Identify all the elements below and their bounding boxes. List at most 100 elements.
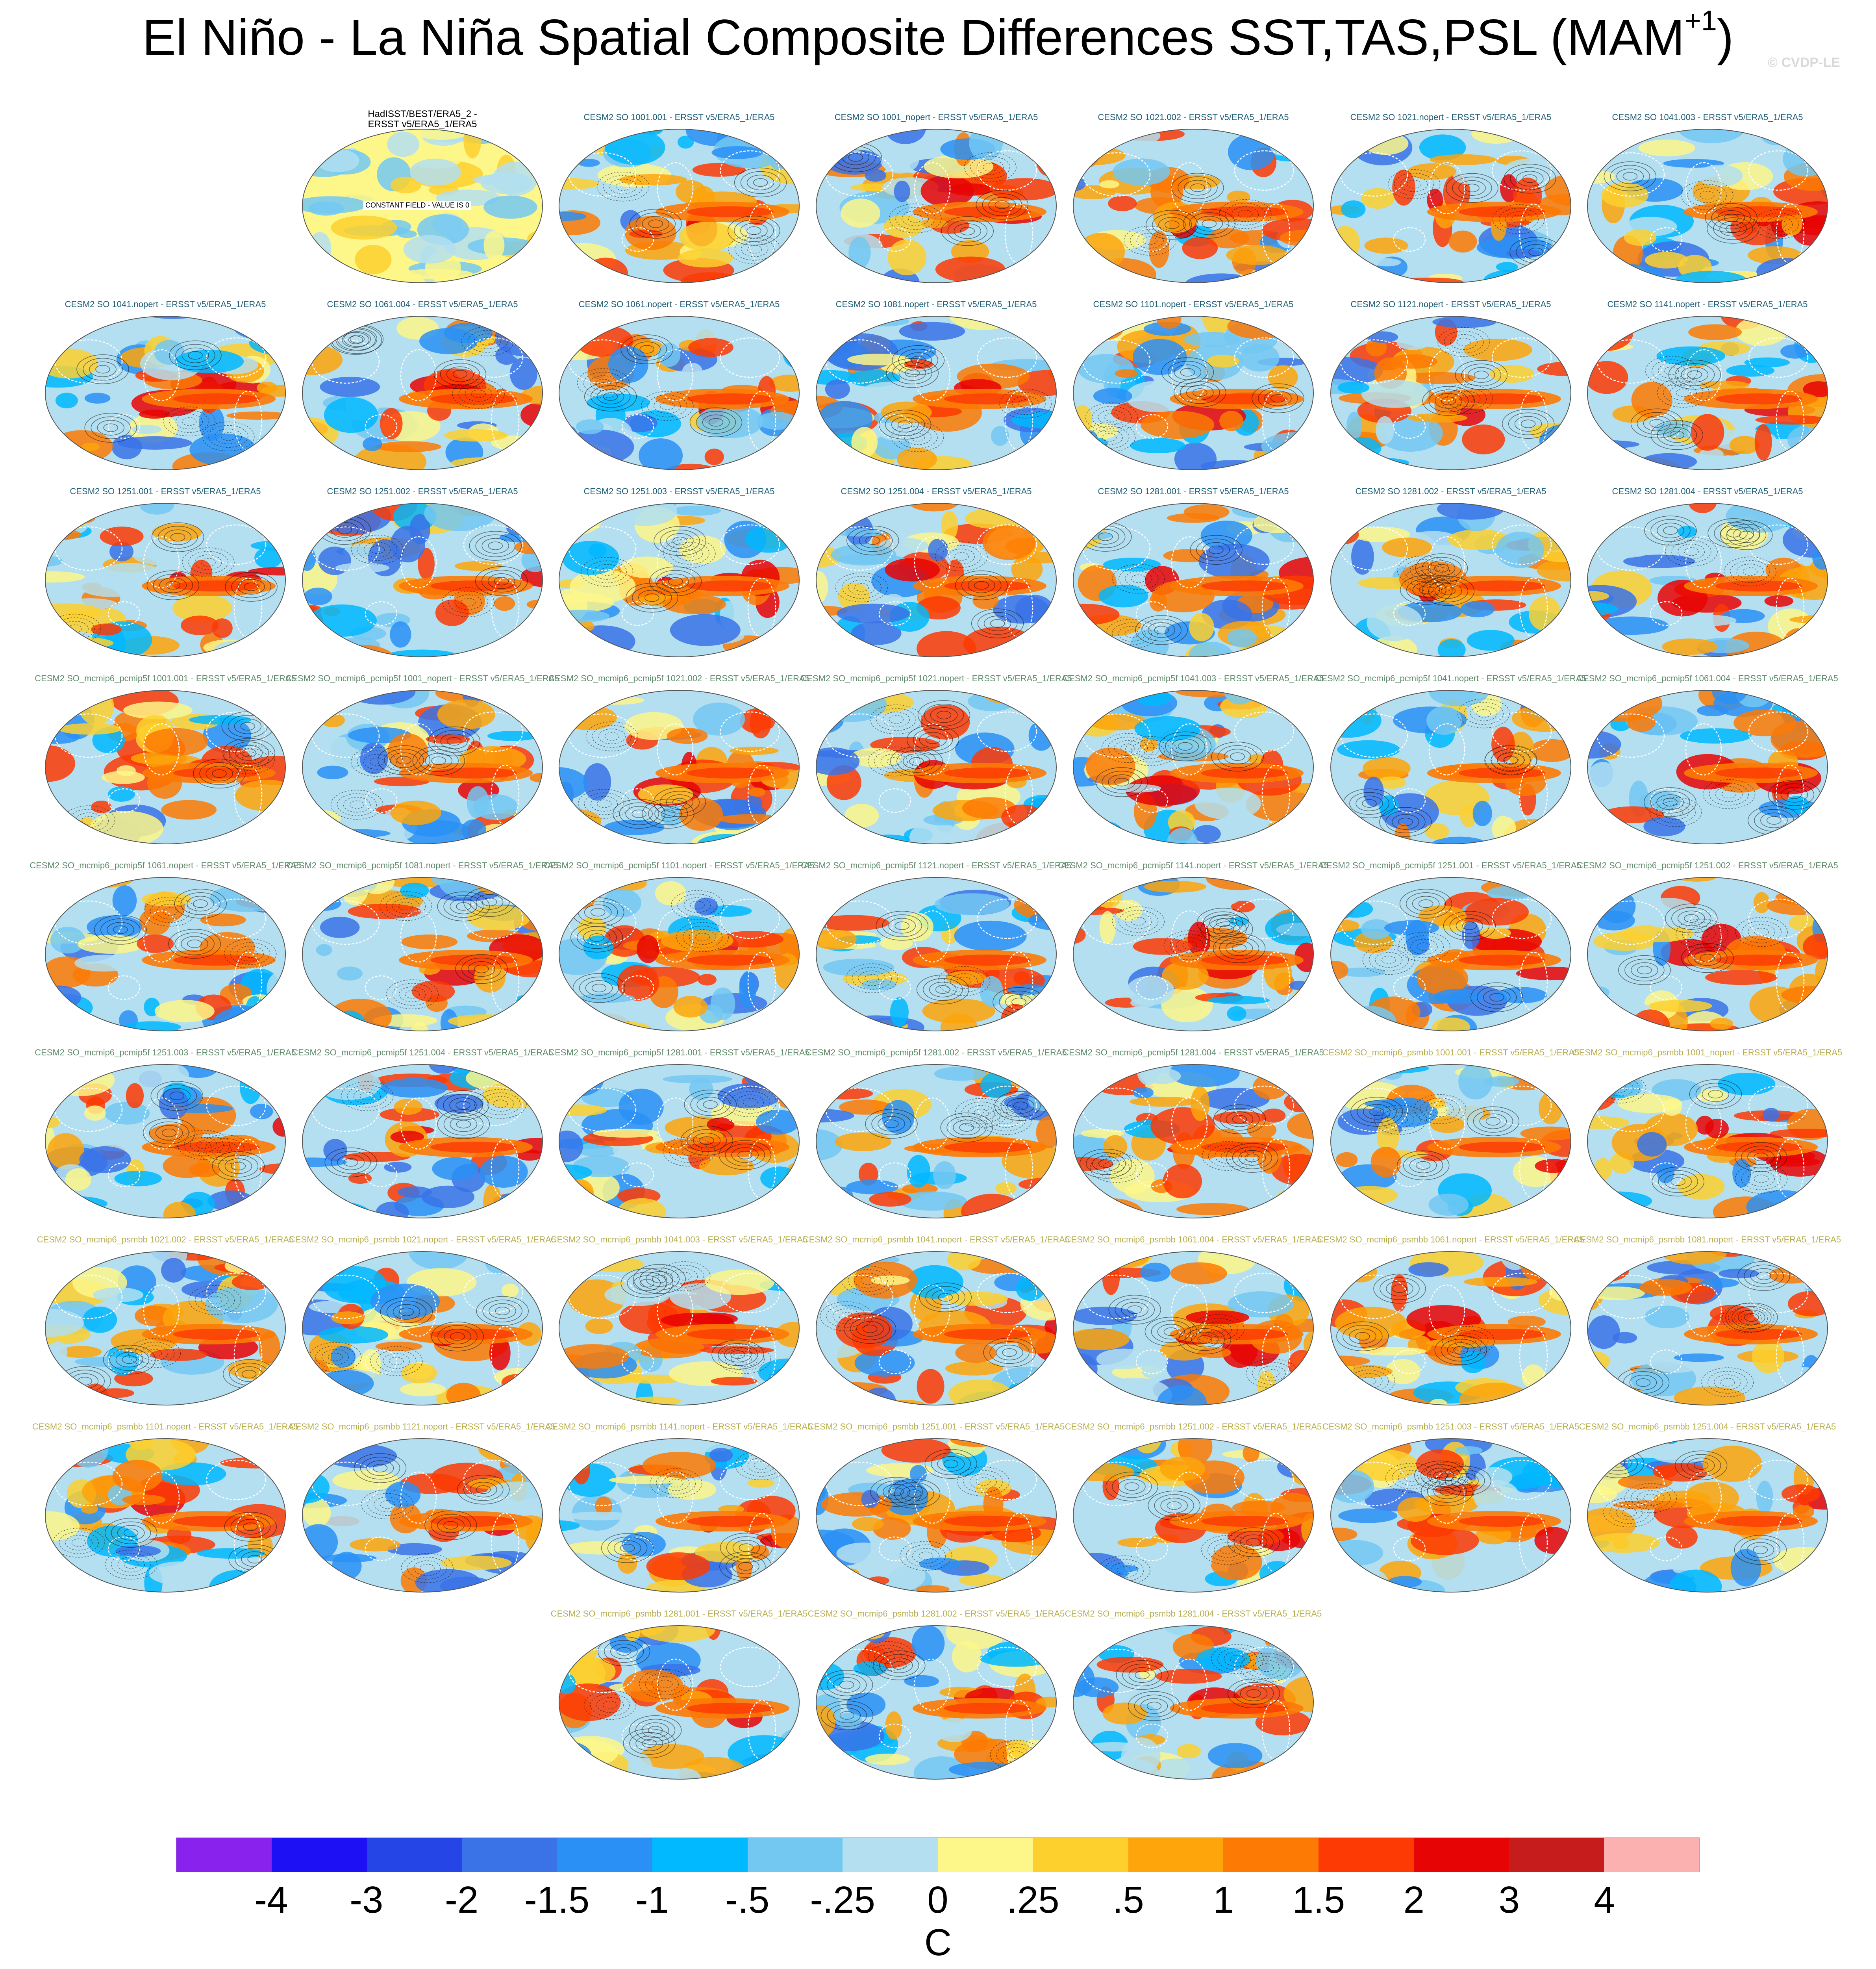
panel-title: CESM2 SO 1251.002 - ERSST v5/ERA5_1/ERA5 — [327, 486, 518, 496]
map-panel: CESM2 SO_mcmip6_psmbb 1141.nopert - ERSS… — [546, 1422, 812, 1599]
composite-map — [1587, 503, 1828, 657]
map-panel: CESM2 SO 1021.002 - ERSST v5/ERA5_1/ERA5 — [1065, 112, 1321, 289]
colorbar-segment — [843, 1838, 938, 1872]
colorbar-tick-label: 3 — [1498, 1879, 1520, 1921]
panel-title: CESM2 SO_mcmip6_psmbb 1061.004 - ERSST v… — [1065, 1235, 1322, 1244]
panel-title: CESM2 SO_mcmip6_psmbb 1081.nopert - ERSS… — [1574, 1235, 1841, 1244]
colorbar-tick-label: -.5 — [725, 1879, 770, 1921]
composite-map — [45, 316, 286, 470]
map-panel: CESM2 SO_mcmip6_pcmip5f 1081.nopert - ER… — [287, 860, 558, 1038]
panel-title: CESM2 SO_mcmip6_psmbb 1061.nopert - ERSS… — [1317, 1235, 1585, 1244]
composite-map — [1330, 129, 1571, 283]
panel-title: CESM2 SO_mcmip6_psmbb 1041.nopert - ERSS… — [802, 1235, 1070, 1244]
map-panel: CESM2 SO_mcmip6_pcmip5f 1041.003 - ERSST… — [1063, 673, 1324, 851]
map-panel-grid: HadISST/BEST/ERA5_2 - ERSST v5/ERA5_1/ER… — [30, 109, 1842, 1786]
map-panel: CESM2 SO_mcmip6_pcmip5f 1251.003 - ERSST… — [35, 1048, 296, 1225]
panel-title: CESM2 SO_mcmip6_psmbb 1251.003 - ERSST v… — [1322, 1422, 1580, 1431]
composite-map — [816, 1438, 1057, 1593]
map-panel: CESM2 SO_mcmip6_psmbb 1251.004 - ERSST v… — [1579, 1422, 1836, 1599]
composite-map — [302, 1251, 543, 1405]
map-panel: CESM2 SO 1281.001 - ERSST v5/ERA5_1/ERA5 — [1065, 486, 1321, 664]
colorbar-tick-label: -.25 — [810, 1879, 875, 1921]
composite-map — [302, 503, 543, 657]
panel-title: CESM2 SO 1251.003 - ERSST v5/ERA5_1/ERA5 — [583, 486, 775, 496]
panel-title: CESM2 SO 1021.002 - ERSST v5/ERA5_1/ERA5 — [1098, 112, 1289, 122]
panel-title: CESM2 SO_mcmip6_pcmip5f 1041.nopert - ER… — [1315, 673, 1587, 683]
colorbar-segment — [652, 1838, 748, 1872]
panel-title: CESM2 SO 1281.002 - ERSST v5/ERA5_1/ERA5 — [1355, 486, 1546, 496]
map-panel: CESM2 SO_mcmip6_pcmip5f 1041.nopert - ER… — [1315, 673, 1587, 851]
colorbar-segment — [462, 1838, 557, 1872]
colorbar-tick-label: 4 — [1594, 1879, 1615, 1921]
composite-map — [302, 1064, 543, 1218]
map-panel: CESM2 SO 1251.001 - ERSST v5/ERA5_1/ERA5 — [37, 486, 293, 664]
composite-map — [45, 1064, 286, 1218]
composite-map — [816, 316, 1057, 470]
map-panel: CESM2 SO_mcmip6_pcmip5f 1021.nopert - ER… — [800, 673, 1072, 851]
panel-title: CESM2 SO_mcmip6_pcmip5f 1251.002 - ERSST… — [1577, 860, 1838, 870]
map-panel: CESM2 SO 1251.002 - ERSST v5/ERA5_1/ERA5 — [294, 486, 550, 664]
panel-title: CESM2 SO 1001.001 - ERSST v5/ERA5_1/ERA5 — [583, 112, 775, 122]
composite-map — [1587, 316, 1828, 470]
map-panel: CESM2 SO_mcmip6_psmbb 1251.001 - ERSST v… — [808, 1422, 1065, 1599]
constant-field-note: CONSTANT FIELD - VALUE IS 0 — [363, 201, 472, 210]
composite-map — [816, 690, 1057, 844]
colorbar-tick-label: 2 — [1403, 1879, 1425, 1921]
composite-map — [302, 690, 543, 844]
composite-map — [1073, 690, 1314, 844]
composite-map — [816, 1251, 1057, 1405]
map-panel: CESM2 SO_mcmip6_pcmip5f 1251.004 - ERSST… — [292, 1048, 553, 1225]
colorbar-segment — [271, 1838, 367, 1872]
composite-map — [45, 503, 286, 657]
colorbar-units: C — [924, 1921, 952, 1963]
panel-title: CESM2 SO_mcmip6_psmbb 1121.nopert - ERSS… — [289, 1422, 556, 1431]
composite-map — [559, 1064, 800, 1218]
composite-map — [1330, 877, 1571, 1031]
composite-map — [559, 1438, 800, 1593]
panel-title: CESM2 SO 1281.004 - ERSST v5/ERA5_1/ERA5 — [1612, 486, 1803, 496]
map-panel: CESM2 SO 1041.nopert - ERSST v5/ERA5_1/E… — [37, 299, 293, 476]
map-panel: CESM2 SO_mcmip6_psmbb 1251.003 - ERSST v… — [1322, 1422, 1579, 1599]
map-panel: CESM2 SO_mcmip6_psmbb 1281.004 - ERSST v… — [1065, 1609, 1322, 1786]
colorbar-tick-label: -4 — [254, 1879, 288, 1921]
panel-title: CESM2 SO_mcmip6_pcmip5f 1081.nopert - ER… — [287, 860, 558, 870]
map-panel: CESM2 SO_mcmip6_pcmip5f 1141.nopert - ER… — [1058, 860, 1329, 1038]
colorbar-tick-label: -1.5 — [524, 1879, 590, 1921]
map-panel: CESM2 SO 1281.004 - ERSST v5/ERA5_1/ERA5 — [1580, 486, 1835, 664]
composite-map — [1330, 316, 1571, 470]
composite-map — [1073, 316, 1314, 470]
map-panel-obs: HadISST/BEST/ERA5_2 - ERSST v5/ERA5_1/ER… — [294, 109, 550, 289]
map-panel: CESM2 SO_mcmip6_psmbb 1041.nopert - ERSS… — [803, 1235, 1070, 1412]
composite-map — [559, 1625, 800, 1780]
map-panel: CESM2 SO 1041.003 - ERSST v5/ERA5_1/ERA5 — [1580, 112, 1835, 289]
composite-map — [816, 503, 1057, 657]
panel-title: CESM2 SO_mcmip6_pcmip5f 1281.001 - ERSST… — [548, 1048, 810, 1057]
map-panel: CESM2 SO_mcmip6_pcmip5f 1001_nopert - ER… — [285, 673, 559, 851]
panel-title: CESM2 SO_mcmip6_psmbb 1251.002 - ERSST v… — [1065, 1422, 1322, 1431]
composite-map — [45, 1251, 286, 1405]
panel-title: CESM2 SO 1101.nopert - ERSST v5/ERA5_1/E… — [1093, 299, 1294, 309]
panel-title: CESM2 SO 1081.nopert - ERSST v5/ERA5_1/E… — [835, 299, 1037, 309]
composite-map — [45, 877, 286, 1031]
composite-map — [1587, 129, 1828, 283]
map-panel: CESM2 SO 1281.002 - ERSST v5/ERA5_1/ERA5 — [1323, 486, 1579, 664]
colorbar-tick-label: -2 — [444, 1879, 479, 1921]
panel-title: CESM2 SO_mcmip6_psmbb 1251.001 - ERSST v… — [807, 1422, 1065, 1431]
panel-title: CESM2 SO_mcmip6_psmbb 1101.nopert - ERSS… — [32, 1422, 299, 1431]
map-panel: CESM2 SO_mcmip6_psmbb 1251.002 - ERSST v… — [1065, 1422, 1322, 1599]
panel-title: CESM2 SO 1061.nopert - ERSST v5/ERA5_1/E… — [578, 299, 780, 309]
panel-title: CESM2 SO_mcmip6_pcmip5f 1281.002 - ERSST… — [806, 1048, 1067, 1057]
panel-title: CESM2 SO_mcmip6_pcmip5f 1101.nopert - ER… — [544, 860, 815, 870]
panel-title: CESM2 SO_mcmip6_psmbb 1021.nopert - ERSS… — [289, 1235, 556, 1244]
colorbar-segment — [1509, 1838, 1604, 1872]
map-panel: CESM2 SO_mcmip6_pcmip5f 1061.004 - ERSST… — [1577, 673, 1838, 851]
map-panel: CESM2 SO_mcmip6_pcmip5f 1061.nopert - ER… — [30, 860, 301, 1038]
panel-title: CESM2 SO 1281.001 - ERSST v5/ERA5_1/ERA5 — [1098, 486, 1289, 496]
colorbar-segment — [1128, 1838, 1224, 1872]
panel-title: CESM2 SO_mcmip6_psmbb 1041.003 - ERSST v… — [550, 1235, 808, 1244]
panel-title: CESM2 SO_mcmip6_psmbb 1251.004 - ERSST v… — [1579, 1422, 1836, 1431]
panel-title: CESM2 SO 1061.004 - ERSST v5/ERA5_1/ERA5 — [327, 299, 518, 309]
composite-map — [1073, 129, 1314, 283]
panel-title: CESM2 SO_mcmip6_pcmip5f 1141.nopert - ER… — [1058, 860, 1329, 870]
composite-map — [1330, 1251, 1571, 1405]
